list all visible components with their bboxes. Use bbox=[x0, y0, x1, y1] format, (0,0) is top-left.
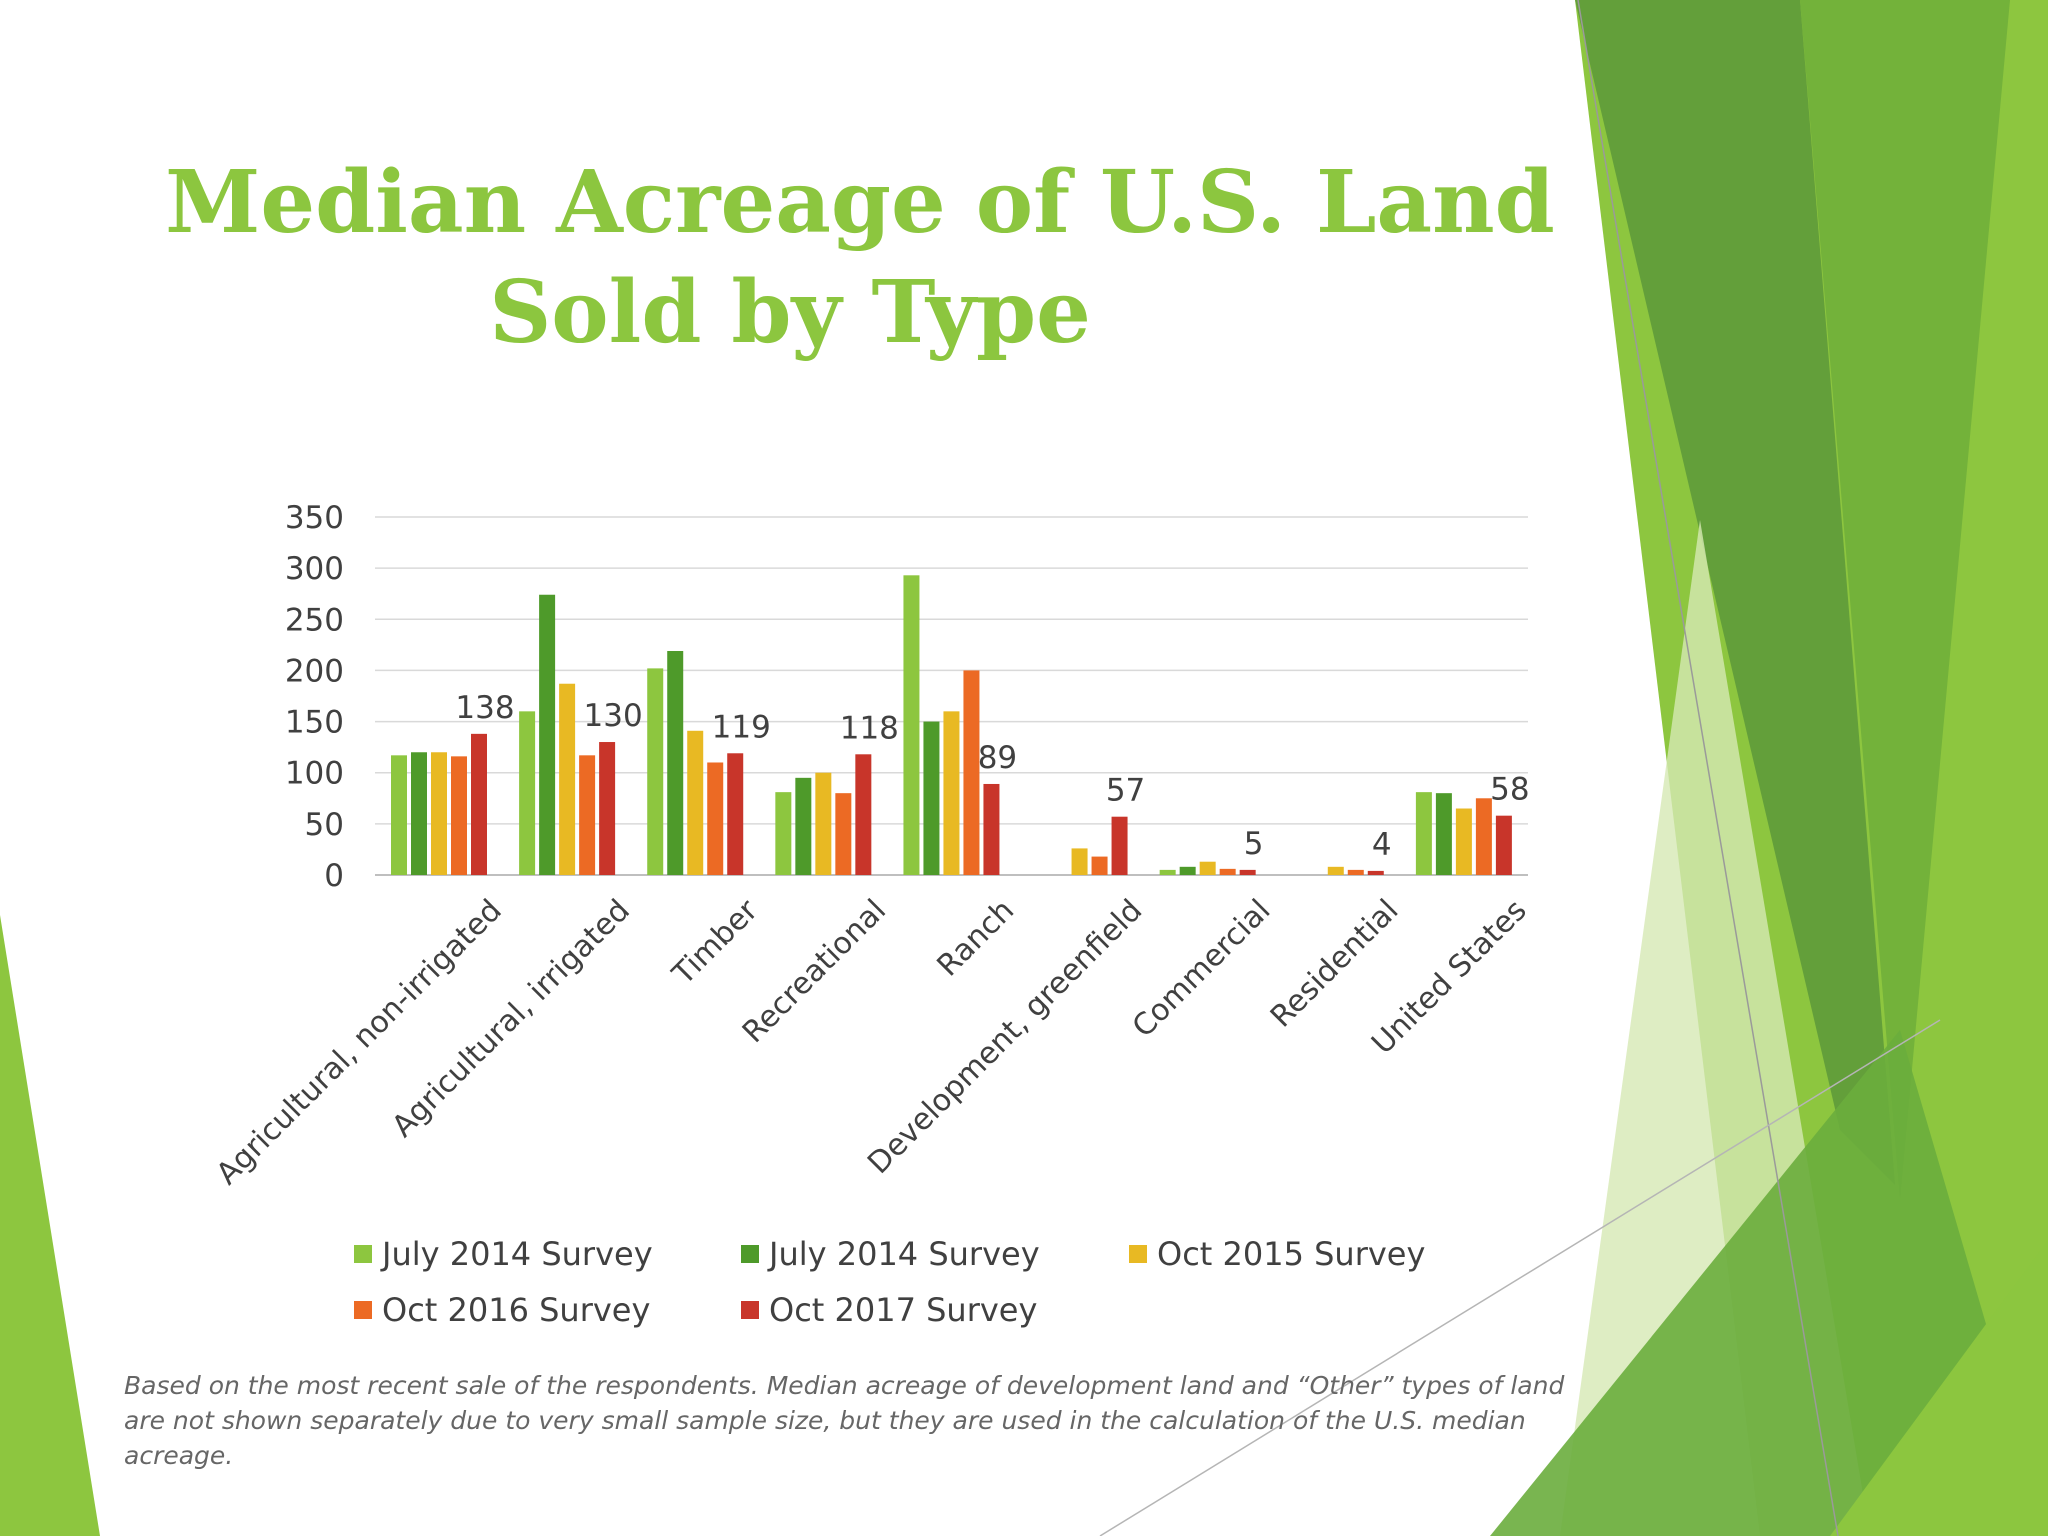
title-line-2: Sold by Type bbox=[489, 262, 1091, 363]
deco-facet-bottom-bright bbox=[1830, 1240, 2048, 1536]
y-tick-label: 250 bbox=[285, 602, 344, 638]
bar bbox=[1219, 868, 1236, 875]
bar bbox=[1415, 792, 1432, 875]
legend-item: July 2014 Survey bbox=[741, 1234, 1040, 1274]
footnote: Based on the most recent sale of the res… bbox=[124, 1371, 1565, 1470]
y-tick-label: 100 bbox=[285, 756, 344, 792]
y-tick-label: 300 bbox=[285, 551, 344, 587]
data-label: 118 bbox=[840, 710, 899, 746]
bar bbox=[1179, 866, 1196, 875]
bar bbox=[411, 752, 427, 875]
data-label: 57 bbox=[1106, 773, 1145, 809]
bar bbox=[687, 730, 704, 875]
bar bbox=[647, 668, 664, 875]
y-tick-label: 350 bbox=[285, 500, 344, 536]
y-axis-ticks: 0 50 100 150 200 250 300 350 bbox=[285, 500, 344, 894]
bar bbox=[727, 753, 744, 875]
legend-item: July 2014 Survey bbox=[354, 1234, 653, 1274]
bar bbox=[1455, 808, 1472, 875]
bar bbox=[775, 792, 792, 875]
bar bbox=[707, 762, 724, 875]
bar bbox=[599, 742, 616, 875]
bar bbox=[391, 755, 407, 875]
legend-swatch bbox=[1129, 1245, 1147, 1263]
bar bbox=[815, 772, 832, 875]
bar bbox=[963, 670, 980, 875]
deco-facet-right-mid bbox=[1800, 0, 2010, 1200]
bar bbox=[835, 793, 852, 875]
bar bbox=[1091, 856, 1108, 875]
data-label: 5 bbox=[1244, 826, 1264, 862]
y-tick-label: 0 bbox=[324, 858, 344, 894]
bar bbox=[1435, 793, 1452, 875]
legend-label: Oct 2016 Survey bbox=[382, 1291, 651, 1329]
deco-facet-bottom-green bbox=[1490, 1030, 2048, 1536]
bar bbox=[1071, 848, 1088, 875]
bar bbox=[1159, 869, 1176, 875]
bar bbox=[923, 721, 940, 875]
bar bbox=[539, 594, 556, 875]
x-category-label: Commercial bbox=[1126, 893, 1278, 1045]
legend-label: July 2014 Survey bbox=[769, 1235, 1040, 1273]
bar bbox=[903, 575, 920, 875]
deco-facet-right-top-dark bbox=[1575, 0, 1895, 1185]
data-label: 138 bbox=[455, 690, 514, 726]
deco-facet-left bbox=[0, 915, 100, 1536]
legend-swatch bbox=[741, 1245, 759, 1263]
bar bbox=[1475, 798, 1492, 875]
deco-line-1 bbox=[1577, 0, 1839, 1536]
data-label: 130 bbox=[584, 698, 643, 734]
legend-label: Oct 2017 Survey bbox=[769, 1291, 1038, 1329]
bar bbox=[1327, 866, 1344, 875]
legend-label: July 2014 Survey bbox=[382, 1235, 653, 1273]
bar bbox=[1495, 815, 1512, 875]
bar bbox=[1199, 861, 1216, 875]
x-category-label: Development, greenfield bbox=[861, 893, 1149, 1181]
bar bbox=[579, 755, 596, 875]
y-tick-label: 150 bbox=[285, 705, 344, 741]
bar bbox=[471, 733, 487, 875]
legend-swatch bbox=[354, 1301, 372, 1319]
bar bbox=[795, 777, 812, 875]
bar bbox=[431, 752, 447, 875]
bars bbox=[391, 575, 1512, 875]
legend-item: Oct 2015 Survey bbox=[1129, 1234, 1425, 1274]
y-tick-label: 50 bbox=[305, 807, 344, 843]
bar bbox=[451, 756, 467, 875]
x-category-label: Timber bbox=[665, 892, 765, 992]
data-label: 58 bbox=[1490, 772, 1529, 808]
bar bbox=[519, 711, 536, 875]
y-tick-label: 200 bbox=[285, 653, 344, 689]
legend-item: Oct 2016 Survey bbox=[354, 1290, 650, 1330]
bar bbox=[983, 783, 1000, 875]
data-label: 89 bbox=[978, 740, 1017, 776]
legend-swatch bbox=[741, 1301, 759, 1319]
bar bbox=[1367, 870, 1384, 875]
title-line-1: Median Acreage of U.S. Land bbox=[165, 152, 1555, 253]
data-label: 119 bbox=[712, 709, 771, 745]
bar bbox=[1111, 816, 1128, 875]
bar bbox=[1239, 869, 1256, 875]
data-labels: 138 130 119 118 89 57 5 4 58 bbox=[455, 690, 1529, 863]
legend-item: Oct 2017 Survey bbox=[741, 1290, 1037, 1330]
legend-label: Oct 2015 Survey bbox=[1157, 1235, 1426, 1273]
bar bbox=[1347, 869, 1364, 875]
x-category-label: Agricultural, irrigated bbox=[385, 893, 636, 1144]
legend-swatch bbox=[354, 1245, 372, 1263]
bar bbox=[943, 711, 960, 875]
data-label: 4 bbox=[1372, 827, 1392, 863]
slide-title: Median Acreage of U.S. Land Sold by Type bbox=[160, 148, 1560, 368]
bar bbox=[667, 650, 684, 875]
bar bbox=[559, 683, 576, 875]
x-category-label: Residential bbox=[1264, 893, 1406, 1035]
x-category-label: Ranch bbox=[931, 893, 1022, 984]
bar bbox=[855, 754, 872, 875]
deco-line-2 bbox=[1099, 1019, 1941, 1536]
x-axis-categories: Agricultural, non-irrigatedAgricultural,… bbox=[210, 892, 1534, 1191]
